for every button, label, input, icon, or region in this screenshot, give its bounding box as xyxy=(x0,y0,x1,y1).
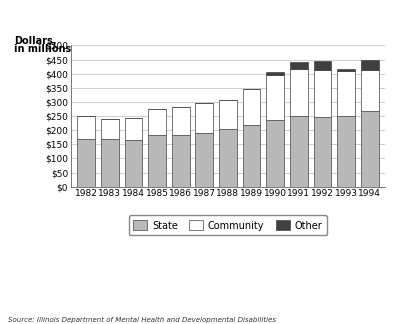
Bar xyxy=(361,111,378,187)
Bar xyxy=(219,100,237,129)
Text: Dollars,: Dollars, xyxy=(14,36,57,46)
Bar xyxy=(101,139,119,187)
Legend: State, Community, Other: State, Community, Other xyxy=(129,215,327,236)
Bar xyxy=(314,117,331,187)
Bar xyxy=(243,124,260,187)
Bar xyxy=(337,69,355,71)
Bar xyxy=(243,89,260,124)
Bar xyxy=(290,62,308,69)
Bar xyxy=(124,140,142,187)
Text: Source: Illinois Department of Mental Health and Developmental Disabilities: Source: Illinois Department of Mental He… xyxy=(8,317,276,323)
Bar xyxy=(361,60,378,70)
Bar xyxy=(124,118,142,140)
Bar xyxy=(337,71,355,116)
Bar xyxy=(172,107,190,135)
Bar xyxy=(314,61,331,70)
Bar xyxy=(77,139,95,187)
Text: in millions: in millions xyxy=(14,44,72,54)
Bar xyxy=(148,109,166,135)
Bar xyxy=(361,70,378,111)
Bar xyxy=(290,69,308,116)
Bar xyxy=(77,116,95,139)
Bar xyxy=(172,135,190,187)
Bar xyxy=(148,135,166,187)
Bar xyxy=(266,120,284,187)
Bar xyxy=(314,70,331,117)
Bar xyxy=(196,133,213,187)
Bar xyxy=(101,119,119,139)
Bar xyxy=(337,116,355,187)
Bar xyxy=(196,103,213,133)
Bar xyxy=(266,72,284,75)
Bar xyxy=(266,75,284,120)
Bar xyxy=(290,116,308,187)
Bar xyxy=(219,129,237,187)
